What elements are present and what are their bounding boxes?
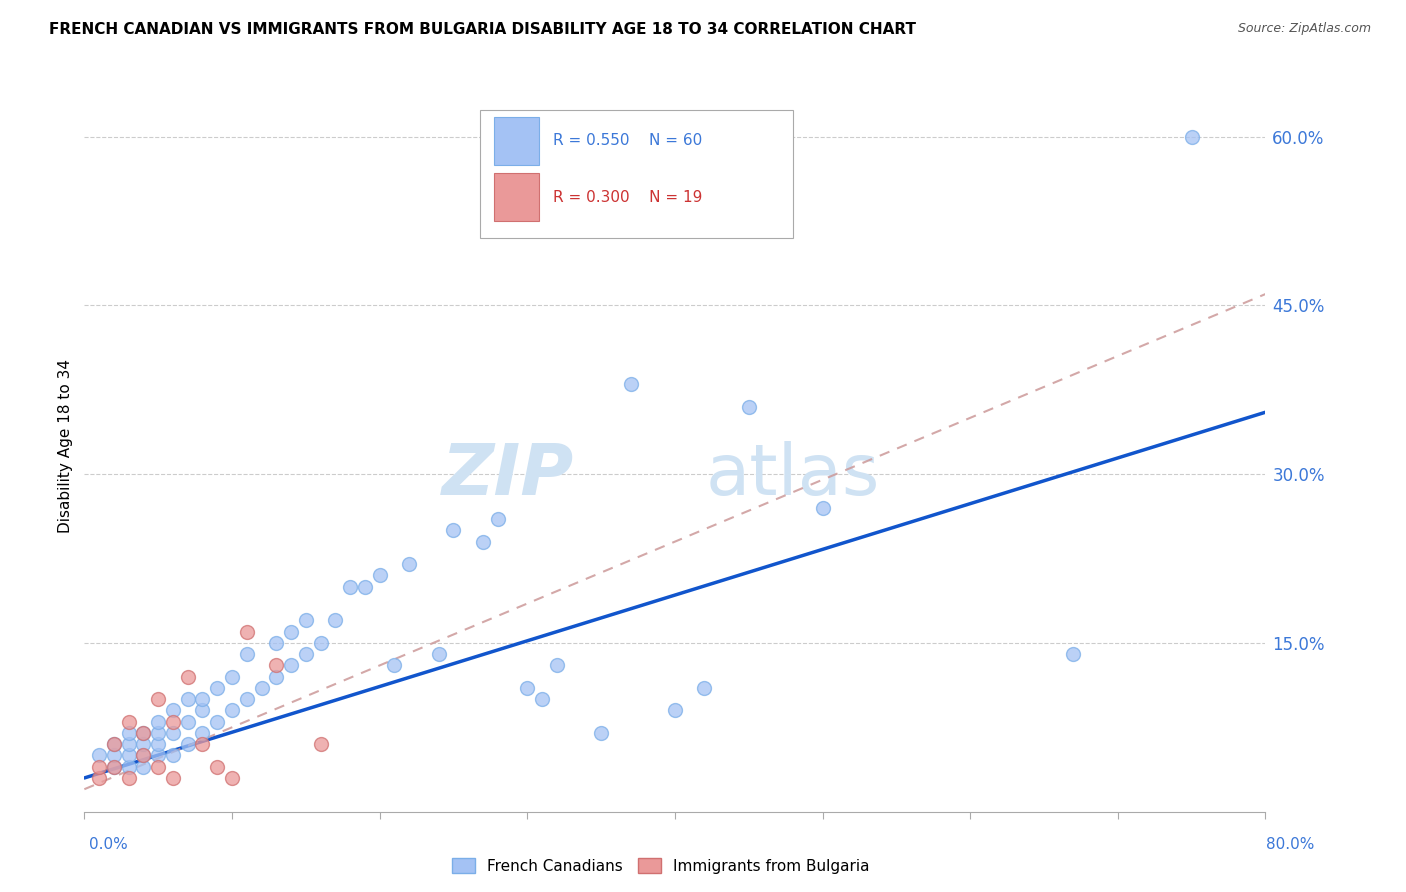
Point: [148, 726, 170, 740]
Point: [148, 737, 170, 751]
Point: [546, 658, 568, 673]
Point: [264, 658, 288, 673]
Text: R = 0.550    N = 60: R = 0.550 N = 60: [553, 133, 703, 148]
Point: [295, 647, 318, 661]
Point: [619, 377, 641, 392]
Point: [427, 647, 450, 661]
Point: [89, 760, 111, 774]
Point: [118, 726, 141, 740]
Point: [486, 512, 509, 526]
Point: [89, 748, 111, 763]
Point: [591, 726, 613, 740]
Text: ZIP: ZIP: [443, 441, 575, 509]
Point: [162, 748, 184, 763]
Point: [280, 624, 302, 639]
Text: atlas: atlas: [706, 441, 880, 509]
Text: Source: ZipAtlas.com: Source: ZipAtlas.com: [1237, 22, 1371, 36]
Point: [221, 771, 243, 785]
Point: [162, 771, 184, 785]
Point: [132, 748, 155, 763]
Point: [148, 760, 170, 774]
Point: [132, 760, 155, 774]
Point: [177, 714, 200, 729]
Point: [738, 400, 761, 414]
Point: [516, 681, 538, 695]
Point: [132, 726, 155, 740]
Text: R = 0.300    N = 19: R = 0.300 N = 19: [553, 190, 703, 204]
Point: [177, 670, 200, 684]
Point: [205, 760, 228, 774]
Point: [236, 624, 259, 639]
Text: 80.0%: 80.0%: [1267, 837, 1315, 852]
Point: [398, 557, 420, 571]
Point: [472, 534, 495, 549]
Point: [103, 737, 125, 751]
Point: [89, 771, 111, 785]
Point: [354, 580, 377, 594]
Point: [205, 714, 228, 729]
Point: [148, 748, 170, 763]
Point: [103, 760, 125, 774]
Point: [118, 771, 141, 785]
Point: [1181, 129, 1204, 144]
Point: [118, 737, 141, 751]
Point: [132, 737, 155, 751]
Point: [693, 681, 716, 695]
Text: FRENCH CANADIAN VS IMMIGRANTS FROM BULGARIA DISABILITY AGE 18 TO 34 CORRELATION : FRENCH CANADIAN VS IMMIGRANTS FROM BULGA…: [49, 22, 917, 37]
Point: [148, 714, 170, 729]
Point: [148, 692, 170, 706]
Point: [132, 748, 155, 763]
Point: [664, 703, 686, 717]
Bar: [494, 173, 538, 221]
Point: [368, 568, 391, 582]
Point: [811, 500, 834, 515]
Point: [221, 703, 243, 717]
Point: [191, 737, 214, 751]
Point: [191, 726, 214, 740]
Legend: French Canadians, Immigrants from Bulgaria: French Canadians, Immigrants from Bulgar…: [446, 852, 876, 880]
Point: [250, 681, 273, 695]
Point: [162, 714, 184, 729]
Point: [221, 670, 243, 684]
Point: [177, 737, 200, 751]
Point: [280, 658, 302, 673]
Point: [191, 703, 214, 717]
Point: [191, 692, 214, 706]
Point: [530, 692, 553, 706]
Point: [103, 760, 125, 774]
Point: [205, 681, 228, 695]
Point: [103, 737, 125, 751]
Point: [441, 524, 464, 538]
Point: [264, 636, 288, 650]
Point: [264, 670, 288, 684]
Y-axis label: Disability Age 18 to 34: Disability Age 18 to 34: [58, 359, 73, 533]
Bar: [494, 117, 538, 165]
Point: [118, 714, 141, 729]
Point: [382, 658, 406, 673]
Point: [103, 748, 125, 763]
Point: [132, 726, 155, 740]
FancyBboxPatch shape: [479, 110, 793, 237]
Point: [162, 703, 184, 717]
Point: [309, 636, 332, 650]
Point: [1063, 647, 1085, 661]
Point: [323, 614, 347, 628]
Point: [295, 614, 318, 628]
Point: [118, 760, 141, 774]
Point: [162, 726, 184, 740]
Point: [236, 647, 259, 661]
Point: [309, 737, 332, 751]
Point: [177, 692, 200, 706]
Point: [339, 580, 361, 594]
Text: 0.0%: 0.0%: [89, 837, 128, 852]
Point: [118, 748, 141, 763]
Point: [236, 692, 259, 706]
